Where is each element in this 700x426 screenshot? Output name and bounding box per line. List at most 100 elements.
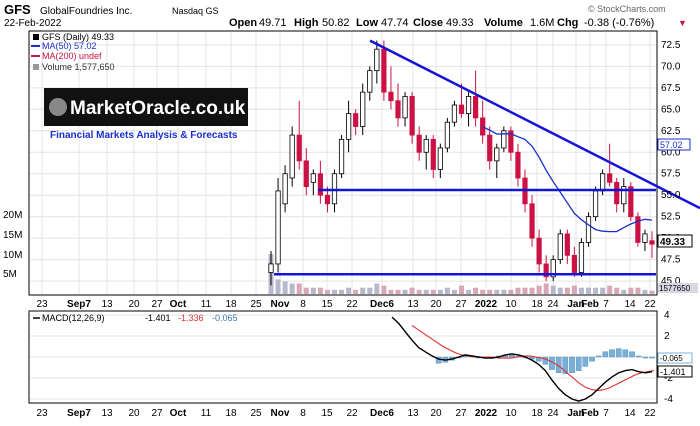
x-tick-label: 20 [128,299,140,310]
candle-body [592,190,599,218]
volume-bar [571,285,577,294]
volume-badge-text: 1577650 [659,284,691,293]
open-label: Open [229,17,257,29]
legend-volume-swatch [33,64,39,70]
macd-hist-bar [629,351,635,358]
macd-hist-bar [609,349,615,358]
candle-body [331,173,338,205]
candle-body [614,181,620,205]
volume-bar [494,289,500,294]
chg-label: Chg [557,17,578,29]
volume-bar [635,287,641,294]
volume-bar [423,289,429,294]
candle-body [282,173,288,205]
candle-body [381,48,387,93]
legend-ma50: MA(50) 57.02 [42,41,97,51]
volume-value: 1.6M [530,17,554,29]
volume-bar [451,289,457,294]
candle-body [578,242,585,273]
candle-body [338,138,345,175]
macd-line [391,316,653,402]
volume-bar [395,289,401,294]
volume-bar [409,287,415,294]
x-tick-label: Feb [581,408,599,419]
candle-body [444,121,450,149]
x-tick-label: 25 [250,299,262,310]
candle-body [571,254,577,273]
price-tick-label: 72.5 [661,40,681,51]
x-tick-label: 8 [300,408,306,419]
candle-body [649,240,655,245]
macd-hist-bar [595,355,602,358]
legend: GFS (Daily) 49.33 MA(50) 57.02 MA(200) u… [31,32,115,72]
x-tick-label: 18 [225,299,237,310]
x-tick-label: 27 [151,299,163,310]
ma50-badge [657,138,691,151]
x-tick-label: 27 [151,408,163,419]
close-badge [657,234,693,248]
x-tick-label: 13 [101,408,113,419]
close-badge-text: 49.33 [660,237,685,248]
price-tick-label: 52.5 [661,212,681,223]
x-tick-label: 24 [547,299,559,310]
candle-body [621,186,627,205]
x-tick-label: Feb [581,299,599,310]
macd-hist-bar [602,351,609,358]
price-tick-label: 57.5 [661,169,681,180]
x-tick-label: Jan [567,299,584,310]
volume-bar [564,287,570,294]
x-tick-label: 13 [407,299,419,310]
candle-body [402,96,408,119]
x-tick-label: 18 [225,408,237,419]
x-tick-label: Oct [170,408,187,419]
x-tick-label: Sep7 [67,299,91,310]
statue-icon [49,98,67,116]
macd-hist-bar [562,356,569,374]
x-tick-label: 23 [36,408,48,419]
x-tick-label: 11 [201,408,212,419]
x-tick-label: 27 [455,299,467,310]
volume-bar [586,287,591,294]
x-tick-label: Oct [170,299,187,310]
downtrend-line [369,39,700,210]
volume-bar [621,289,627,294]
x-tick-label: 20 [128,408,140,419]
macd-hist-value: -0.065 [212,313,238,323]
volume-bar [275,279,281,294]
x-tick-label: Sep7 [67,408,91,419]
volume-bar [578,287,584,294]
x-tick-label: 22 [346,408,358,419]
volume-bar [649,290,655,294]
x-tick-label: 27 [455,408,467,419]
candle-body [628,186,634,218]
volume-bar [473,287,479,294]
macd-hist-bar [649,356,655,359]
macd-badge [657,365,693,378]
candle-body [409,96,415,136]
volume-bar [353,289,359,294]
macd-hist-bar [529,356,535,360]
x-tick-label: Nov [271,408,290,419]
volume-tick-label: 20M [3,210,22,221]
volume-bar [628,287,634,294]
macd-hist-bar [569,356,575,373]
x-tick-label: 14 [624,299,636,310]
macd-signal-value: -1.336 [178,313,204,323]
volume-bar [388,289,394,294]
candle-body [268,263,274,273]
volume-bar [487,289,493,294]
watermark-tagline: Financial Markets Analysis & Forecasts [50,130,238,141]
candle-body [289,134,295,179]
volume-bar [360,287,366,294]
candle-body [564,233,570,256]
volume-bar [614,287,620,294]
candle-body [346,113,352,140]
macd-hist-bar [635,355,642,358]
x-tick-label: 24 [547,408,559,419]
candle-body [600,173,606,192]
x-tick-label: Dec6 [370,299,394,310]
macd-tick-label: -2 [664,373,673,384]
candle-body [465,96,472,115]
